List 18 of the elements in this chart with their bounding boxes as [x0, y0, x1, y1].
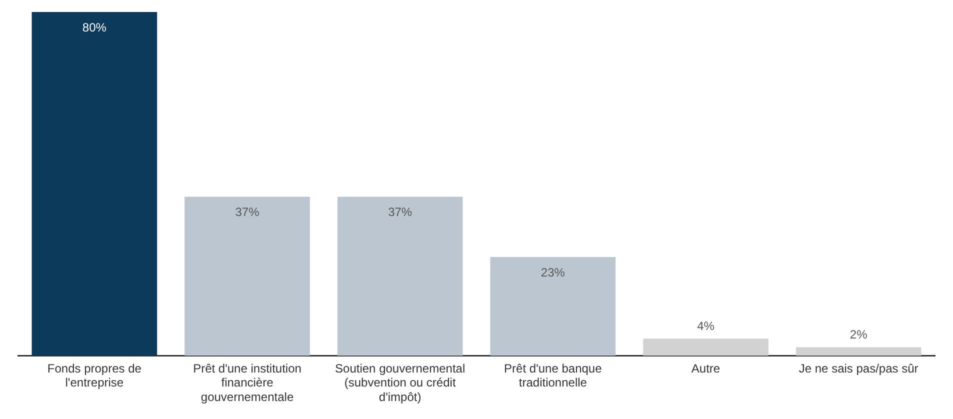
- bar: [32, 12, 158, 356]
- bar: [184, 196, 310, 356]
- data-label: 80%: [82, 20, 107, 34]
- data-label: 23%: [540, 265, 566, 280]
- bar: [643, 338, 768, 356]
- data-label: 37%: [235, 205, 260, 220]
- data-label: 37%: [388, 205, 412, 220]
- bar: [490, 256, 616, 356]
- data-label: 2%: [850, 328, 868, 342]
- x-tick-label: Prêt d'une institution financière gouvernementale: [193, 361, 302, 404]
- x-tick-label: Soutien gouvernemental (subvention ou crédit d'impôt): [335, 361, 466, 404]
- bar: [796, 347, 922, 356]
- x-tick-label: Prêt d'une banque traditionnelle: [504, 361, 602, 390]
- bar: [337, 196, 463, 356]
- x-tick-label: Autre: [691, 361, 720, 376]
- x-tick-label: Fonds propres de l'entreprise: [47, 361, 142, 390]
- data-label: 4%: [697, 318, 715, 333]
- x-tick-label: Je ne sais pas/pas sûr: [798, 361, 918, 376]
